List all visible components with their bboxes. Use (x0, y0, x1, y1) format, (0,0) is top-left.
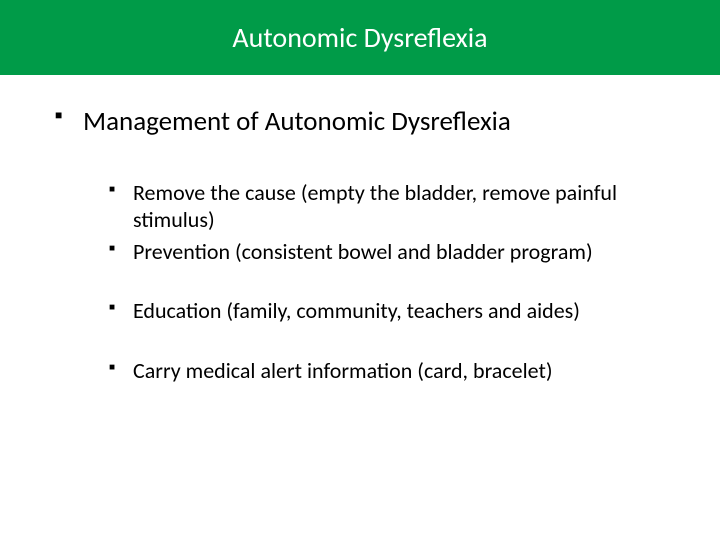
sub-group-3: Carry medical alert information (card, b… (109, 357, 665, 385)
list-item: Prevention (consistent bowel and bladder… (109, 238, 665, 266)
sub-group-1: Remove the cause (empty the bladder, rem… (109, 179, 665, 266)
list-item: Education (family, community, teachers a… (109, 297, 665, 325)
list-item: Carry medical alert information (card, b… (109, 357, 665, 385)
slide-header: Autonomic Dysreflexia (0, 0, 720, 75)
main-bullet: Management of Autonomic Dysreflexia (55, 105, 665, 139)
slide-title: Autonomic Dysreflexia (232, 20, 487, 55)
sub-group-2: Education (family, community, teachers a… (109, 297, 665, 325)
slide-content: Management of Autonomic Dysreflexia Remo… (0, 75, 720, 384)
list-item: Remove the cause (empty the bladder, rem… (109, 179, 665, 234)
